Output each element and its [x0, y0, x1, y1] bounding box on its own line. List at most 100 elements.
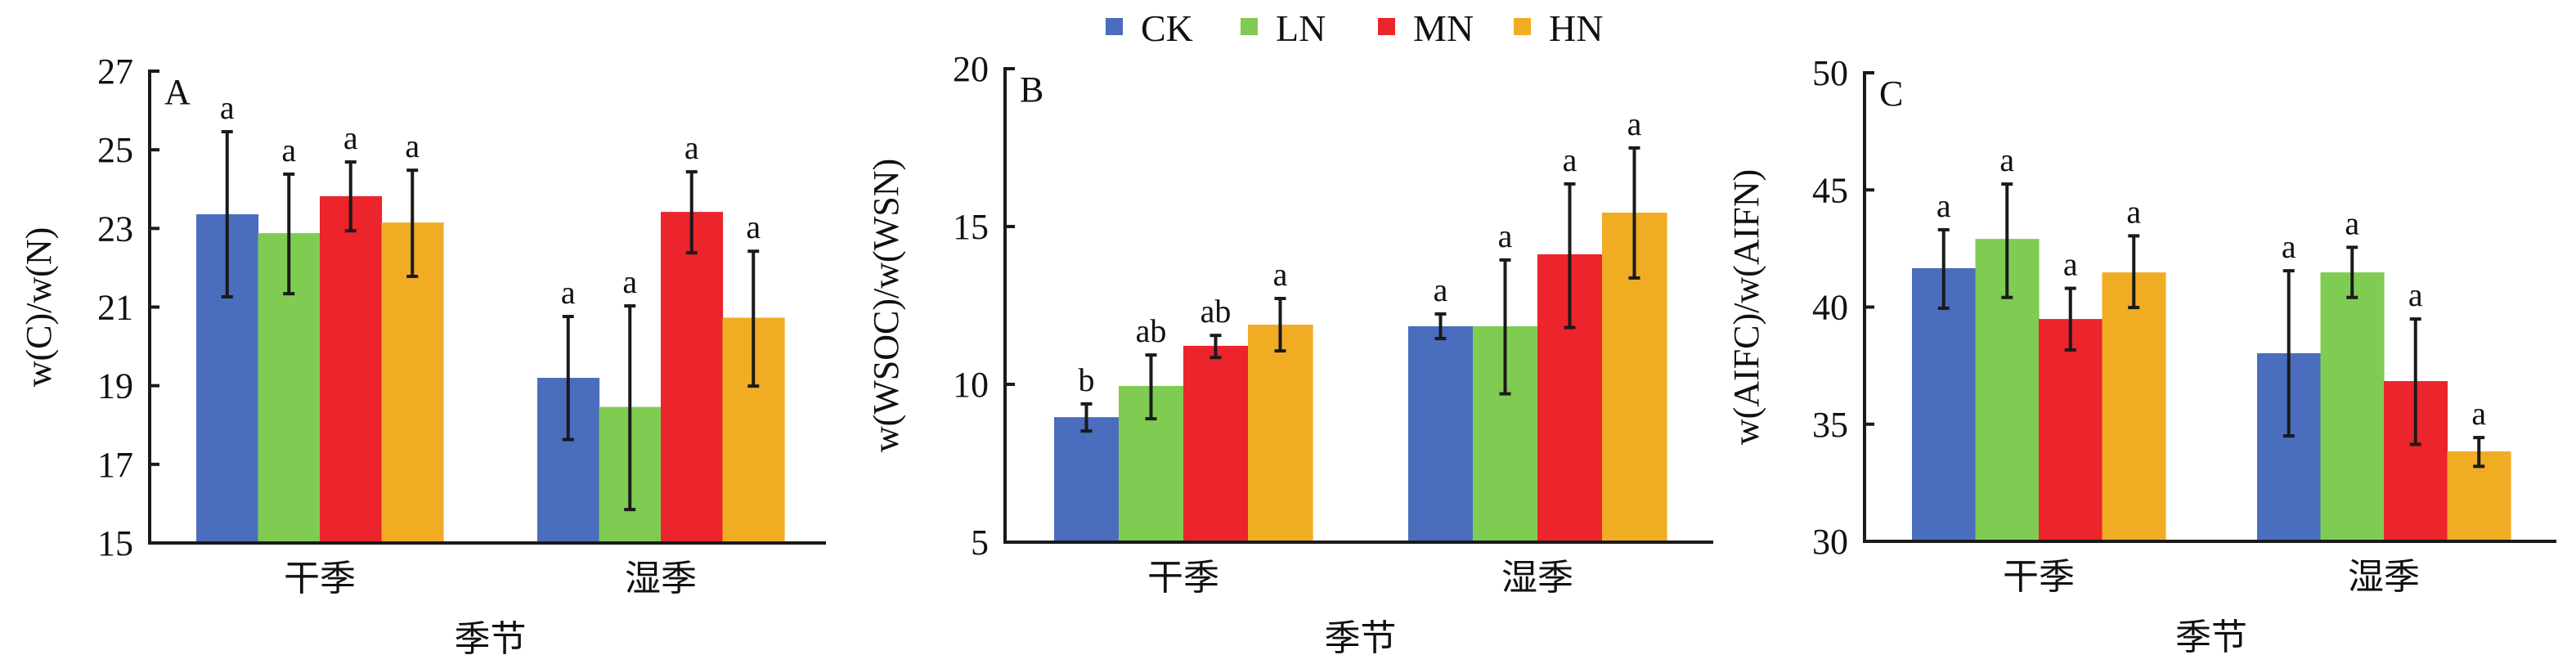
y-tick-label: 45	[1812, 170, 1848, 210]
error-bar	[406, 168, 419, 278]
legend: CK LN MN HN	[1106, 7, 1603, 49]
y-tick-label: 21	[97, 288, 133, 328]
x-category-label: 干季	[1147, 557, 1219, 599]
y-tick-label: 35	[1812, 405, 1848, 445]
panel-label: C	[1879, 74, 1903, 114]
significance-letter: a	[405, 128, 420, 164]
x-category-label: 湿季	[1501, 557, 1573, 599]
y-tick-label: 20	[953, 49, 989, 89]
error-bar	[2282, 269, 2295, 438]
bar-mn-dry	[320, 195, 383, 543]
significance-letter: a	[561, 274, 576, 311]
bar-ln-wet	[2320, 272, 2385, 541]
significance-letter: a	[1627, 105, 1642, 142]
x-category-label: 干季	[284, 558, 356, 599]
significance-letter: a	[2063, 246, 2078, 283]
significance-letter: a	[281, 132, 296, 168]
y-tick-label: 27	[97, 52, 133, 92]
error-bar	[221, 130, 233, 298]
y-tick-label: 50	[1812, 53, 1848, 93]
significance-letter: a	[622, 263, 637, 300]
significance-letter: a	[2471, 395, 2486, 432]
significance-letter: a	[2282, 228, 2296, 265]
legend-item-hn: HN	[1514, 7, 1603, 49]
legend-swatch	[1241, 18, 1258, 35]
legend-item-mn: MN	[1378, 7, 1474, 49]
error-bar	[1145, 353, 1157, 421]
error-bar	[2346, 245, 2358, 299]
y-axis-title: w(AIFC)/w(AIFN)	[1726, 169, 1766, 445]
error-bar	[1499, 258, 1511, 396]
y-tick-label: 40	[1812, 288, 1848, 328]
x-axis-title: 季节	[455, 618, 527, 660]
legend-label: MN	[1413, 7, 1474, 49]
significance-letter: a	[684, 129, 699, 166]
significance-letter: a	[2408, 276, 2423, 313]
significance-letter: a	[1273, 256, 1288, 293]
significance-letter: a	[343, 119, 358, 156]
error-bar	[1080, 402, 1093, 433]
x-axis-title: 季节	[1325, 617, 1397, 659]
x-axis-title: 季节	[2175, 617, 2247, 658]
error-bar	[344, 160, 357, 233]
error-bar	[2473, 436, 2485, 469]
panel-label: A	[164, 72, 191, 112]
significance-letter: a	[1498, 218, 1513, 254]
error-bar	[1434, 312, 1447, 341]
significance-letter: a	[220, 89, 235, 126]
legend-swatch	[1514, 18, 1531, 35]
x-category-label: 干季	[2003, 556, 2075, 598]
significance-letter: a	[1999, 141, 2014, 178]
error-bar	[624, 304, 636, 512]
bar-mn-dry	[1183, 345, 1249, 542]
bar-mn-dry	[2039, 319, 2103, 541]
legend-swatch	[1106, 18, 1123, 35]
error-bar	[1937, 227, 1950, 310]
error-bar	[1274, 297, 1286, 353]
error-bar	[2128, 234, 2140, 310]
error-bar	[685, 170, 698, 255]
y-tick-label: 15	[97, 523, 133, 563]
significance-letter: ab	[1136, 312, 1167, 349]
significance-letter: a	[2345, 204, 2359, 241]
legend-swatch	[1378, 18, 1395, 35]
y-axis-title: w(C)/w(N)	[19, 227, 59, 388]
bar-hn-dry	[2102, 272, 2166, 541]
y-tick-label: 23	[97, 209, 133, 249]
x-category-label: 湿季	[2348, 556, 2420, 598]
y-tick-label: 25	[97, 130, 133, 170]
bar-mn-wet	[661, 212, 724, 543]
bar-hn-dry	[1248, 325, 1313, 542]
significance-letter: ab	[1200, 293, 1232, 330]
error-bar	[1564, 182, 1576, 330]
legend-label: HN	[1549, 7, 1603, 49]
legend-label: LN	[1276, 7, 1326, 49]
y-tick-label: 30	[1812, 522, 1848, 562]
significance-letter: a	[1434, 271, 1448, 308]
error-bar	[2064, 286, 2076, 352]
y-tick-label: 19	[97, 366, 133, 406]
error-bar	[562, 315, 574, 442]
significance-letter: a	[746, 209, 761, 245]
legend-item-ln: LN	[1241, 7, 1326, 49]
significance-letter: a	[1936, 187, 1951, 224]
error-bar	[2001, 182, 2013, 299]
y-tick-label: 17	[97, 445, 133, 485]
y-tick-label: 15	[953, 207, 989, 247]
significance-letter: a	[2126, 193, 2141, 230]
significance-letter: b	[1079, 361, 1095, 398]
y-axis-title: w(WSOC)/w(WSN)	[866, 159, 906, 452]
x-category-label: 湿季	[625, 558, 697, 599]
error-bar	[747, 249, 760, 388]
legend-item-ck: CK	[1106, 7, 1193, 49]
error-bar	[2409, 317, 2421, 446]
legend-label: CK	[1141, 7, 1193, 49]
panel-label: B	[1020, 70, 1043, 110]
y-tick-label: 10	[953, 365, 989, 405]
error-bar	[1209, 334, 1222, 360]
y-tick-label: 5	[971, 523, 989, 563]
error-bar	[283, 172, 295, 296]
bar-ck-dry	[1054, 417, 1120, 542]
